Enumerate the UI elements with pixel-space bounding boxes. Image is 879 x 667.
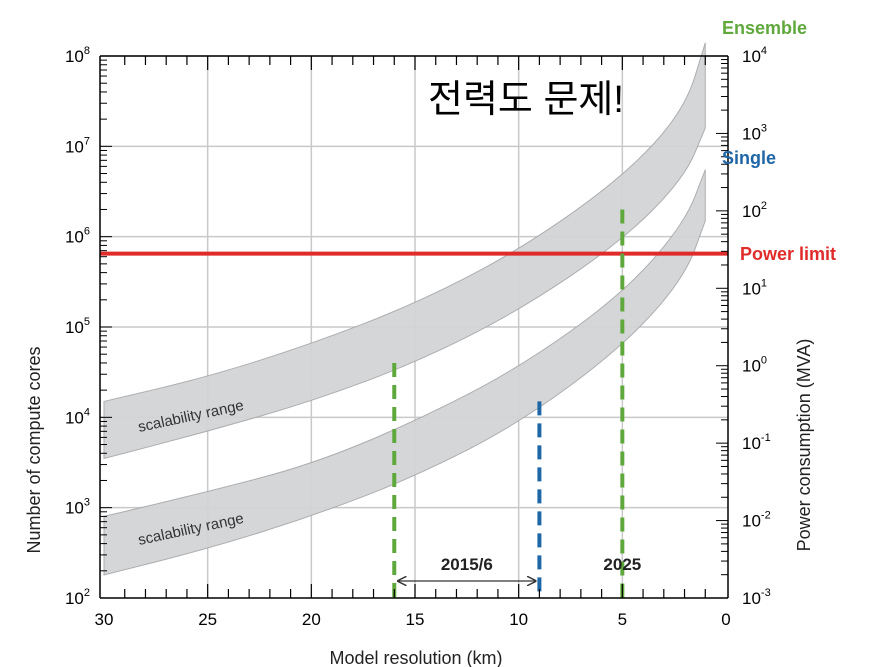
x-tick-label: 30	[95, 610, 114, 629]
x-tick-label: 15	[406, 610, 425, 629]
y-right-tick-label: 10-1	[742, 432, 771, 453]
x-tick-label: 10	[509, 610, 528, 629]
ensemble-series-label: Ensemble	[722, 18, 807, 38]
y-left-tick-label: 106	[65, 226, 90, 247]
y-right-tick-label: 100	[742, 355, 767, 376]
power-limit-label: Power limit	[740, 244, 836, 264]
y-left-tick-label: 107	[65, 135, 90, 156]
y-right-tick-label: 103	[742, 122, 767, 143]
chart-title: 전력도 문제!	[428, 79, 624, 121]
x-tick-label: 20	[302, 610, 321, 629]
band-clip-group	[103, 42, 706, 576]
y-left-tick-label: 102	[65, 587, 90, 608]
period-label: 2025	[603, 555, 641, 574]
y-right-tick-label: 101	[742, 277, 767, 298]
y-axis-left-label: Number of compute cores	[24, 346, 44, 553]
y-left-tick-label: 105	[65, 316, 90, 337]
scalability-band-single	[103, 169, 706, 576]
y-left-tick-label: 108	[65, 45, 90, 66]
y-left-tick-label: 103	[65, 497, 90, 518]
y-right-tick-label: 10-2	[742, 510, 771, 531]
y-right-tick-label: 10-3	[742, 587, 771, 608]
scalability-band-ensemble	[103, 42, 706, 460]
y-right-tick-label: 104	[742, 45, 767, 66]
period-label: 2015/6	[441, 555, 493, 574]
x-tick-label: 5	[618, 610, 627, 629]
x-axis-label: Model resolution (km)	[329, 648, 502, 667]
markers	[392, 209, 625, 598]
single-series-label: Single	[722, 148, 776, 168]
y-left-tick-label: 104	[65, 406, 90, 427]
y-right-tick-label: 102	[742, 200, 767, 221]
x-tick-label: 25	[198, 610, 217, 629]
axes: 30 25 20 15 10 5 010210310410510610710810-310-…	[65, 45, 771, 629]
y-axis-right-label: Power consumption (MVA)	[794, 339, 814, 552]
x-tick-label: 0	[721, 610, 730, 629]
bands	[103, 42, 706, 576]
